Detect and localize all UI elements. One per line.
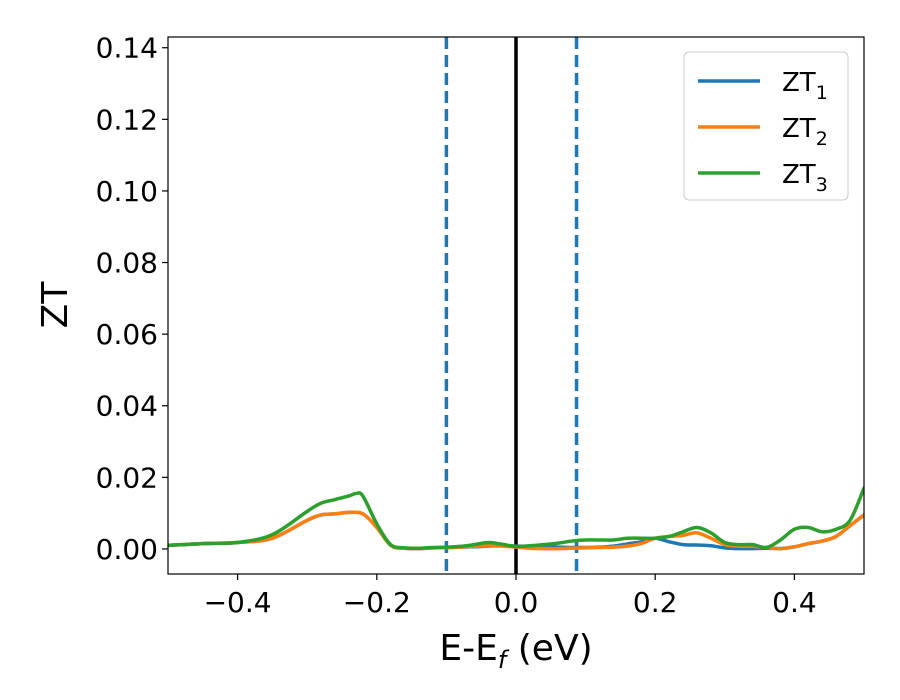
x-axis-label-main: E-E (439, 628, 497, 669)
legend-label-3: ZT3 (782, 160, 828, 196)
series-line-3 (168, 486, 864, 551)
x-tick-label-1: −0.2 (343, 586, 411, 619)
x-axis: −0.4 −0.2 0.0 0.2 0.4 (204, 574, 817, 619)
y-axis: 0.00 0.02 0.04 0.06 0.08 0.10 0.12 0.14 (96, 32, 168, 566)
x-tick-label-4: 0.4 (772, 586, 817, 619)
y-tick-label-2: 0.04 (96, 390, 158, 423)
y-tick-label-0: 0.00 (96, 533, 158, 566)
x-axis-label-unit: (eV) (506, 628, 592, 669)
reference-lines (444, 37, 579, 574)
series-lines (168, 486, 864, 551)
y-tick-label-3: 0.06 (96, 318, 158, 351)
legend: ZT1 ZT2 ZT3 (683, 51, 849, 201)
x-tick-label-3: 0.2 (633, 586, 678, 619)
x-axis-label: E-Ef (eV) (439, 628, 592, 674)
y-axis-label: ZT (35, 281, 76, 329)
x-tick-label-2: 0.0 (494, 586, 539, 619)
legend-frame (683, 51, 849, 201)
x-tick-label-0: −0.4 (204, 586, 272, 619)
y-tick-label-7: 0.14 (96, 32, 158, 65)
y-tick-label-1: 0.02 (96, 461, 158, 494)
y-tick-label-5: 0.10 (96, 175, 158, 208)
y-tick-label-6: 0.12 (96, 103, 158, 136)
legend-label-1: ZT1 (782, 68, 828, 104)
legend-label-2: ZT2 (782, 114, 828, 150)
y-tick-label-4: 0.08 (96, 247, 158, 280)
